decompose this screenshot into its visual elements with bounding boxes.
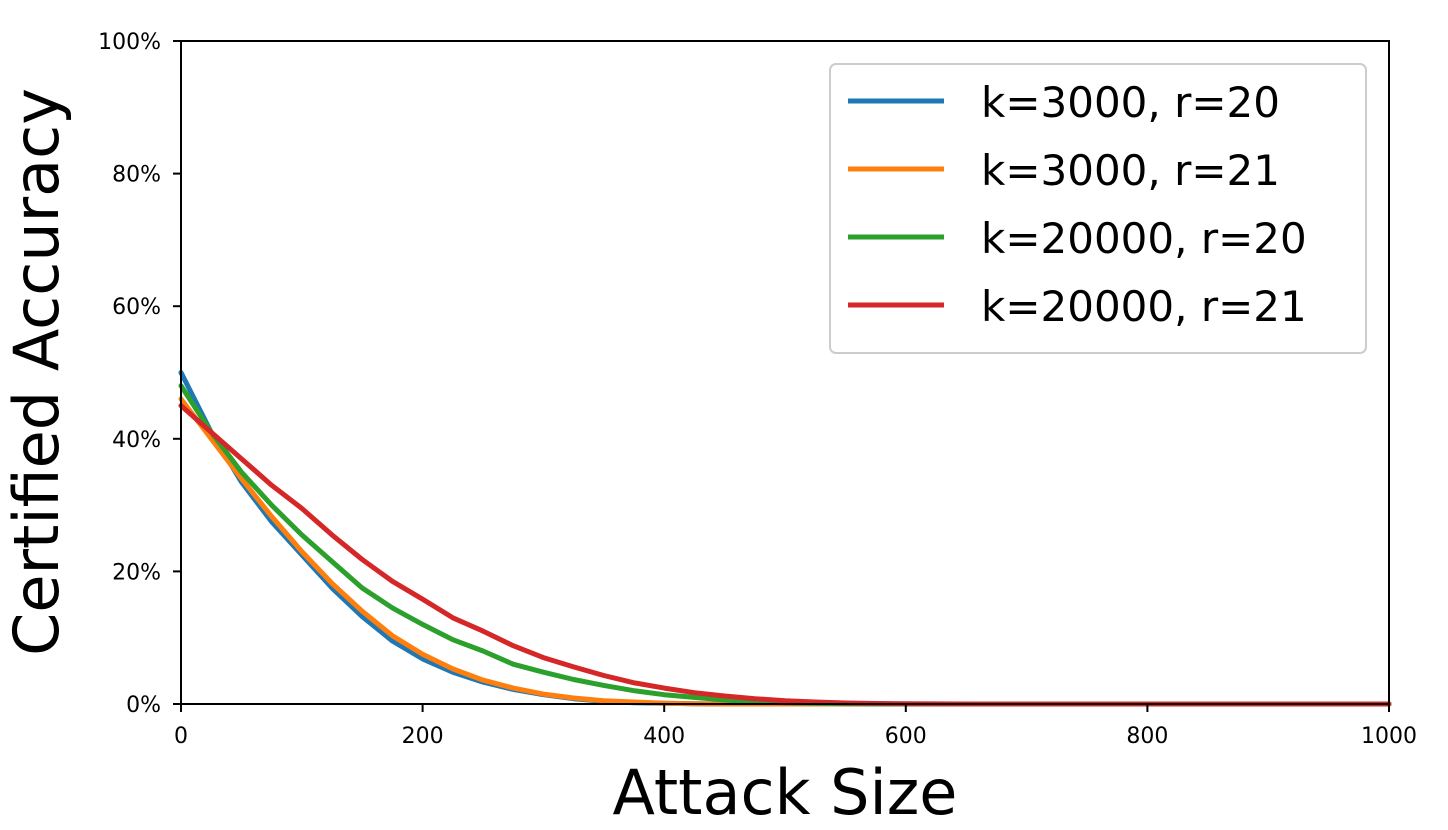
y-tick-label: 60% <box>112 295 161 320</box>
ticks-layer: 0 200 400 600 800 1000 0% 20% 40% 60% 80% 100% <box>98 30 1417 749</box>
x-axis-title: Attack Size <box>613 756 958 829</box>
legend: k=3000, r=20 k=3000, r=21 k=20000, r=20 k=2… <box>829 63 1367 354</box>
y-tick-label: 0% <box>126 693 161 718</box>
y-axis-title: Certified Accuracy <box>0 88 73 656</box>
y-tick-label: 20% <box>112 560 161 585</box>
x-tick-label: 600 <box>885 724 927 749</box>
x-tick-label: 0 <box>174 724 188 749</box>
legend-label-1: k=3000, r=20 <box>981 78 1280 127</box>
y-tick-label: 40% <box>112 428 161 453</box>
legend-label-3: k=20000, r=20 <box>981 214 1307 263</box>
x-tick-label: 400 <box>643 724 685 749</box>
legend-box <box>829 63 1367 354</box>
x-tick-label: 800 <box>1126 724 1168 749</box>
plot-frame <box>180 40 1390 705</box>
legend-label-2: k=3000, r=21 <box>981 146 1280 195</box>
y-tick-label: 80% <box>112 163 161 188</box>
x-tick-label: 200 <box>402 724 444 749</box>
y-tick-label: 100% <box>98 30 161 55</box>
legend-label-4: k=20000, r=21 <box>981 282 1307 331</box>
x-tick-label: 1000 <box>1361 724 1417 749</box>
